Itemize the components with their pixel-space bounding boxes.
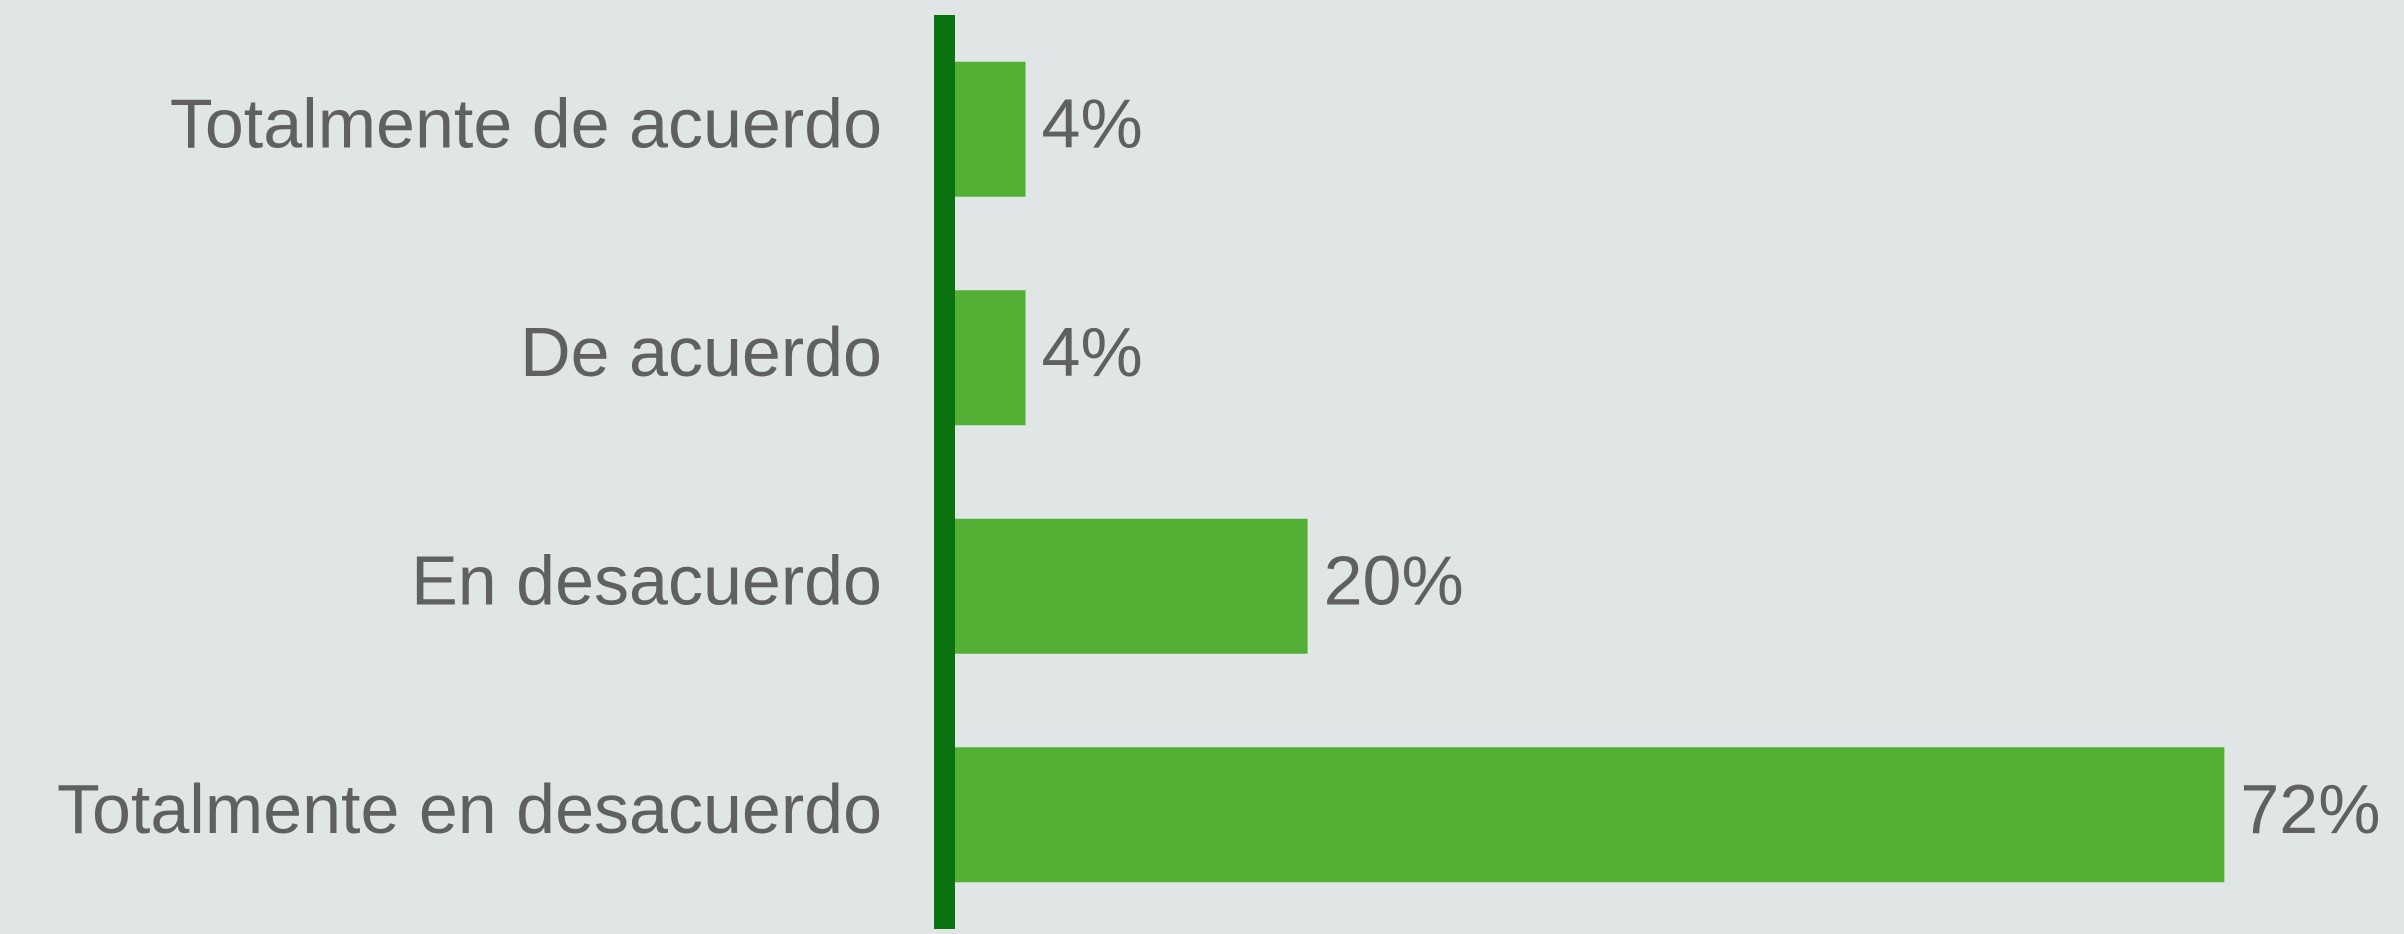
category-label: Totalmente en desacuerdo bbox=[57, 770, 882, 848]
bar bbox=[955, 747, 2224, 882]
value-label: 4% bbox=[1042, 313, 1143, 391]
chart: Totalmente de acuerdo 4% De acuerdo 4% En de… bbox=[0, 0, 2404, 929]
category-label: En desacuerdo bbox=[411, 542, 882, 620]
value-label: 72% bbox=[2240, 770, 2380, 848]
category-label: De acuerdo bbox=[520, 313, 882, 391]
value-label: 20% bbox=[1324, 542, 1464, 620]
bar bbox=[955, 290, 1026, 425]
category-label: Totalmente de acuerdo bbox=[170, 85, 882, 163]
value-label: 4% bbox=[1042, 85, 1143, 163]
bar bbox=[955, 519, 1308, 654]
page: {"chart_data": {"type": "bar", "orientat… bbox=[0, 0, 2404, 934]
axis-line bbox=[934, 15, 955, 929]
bar bbox=[955, 62, 1026, 197]
